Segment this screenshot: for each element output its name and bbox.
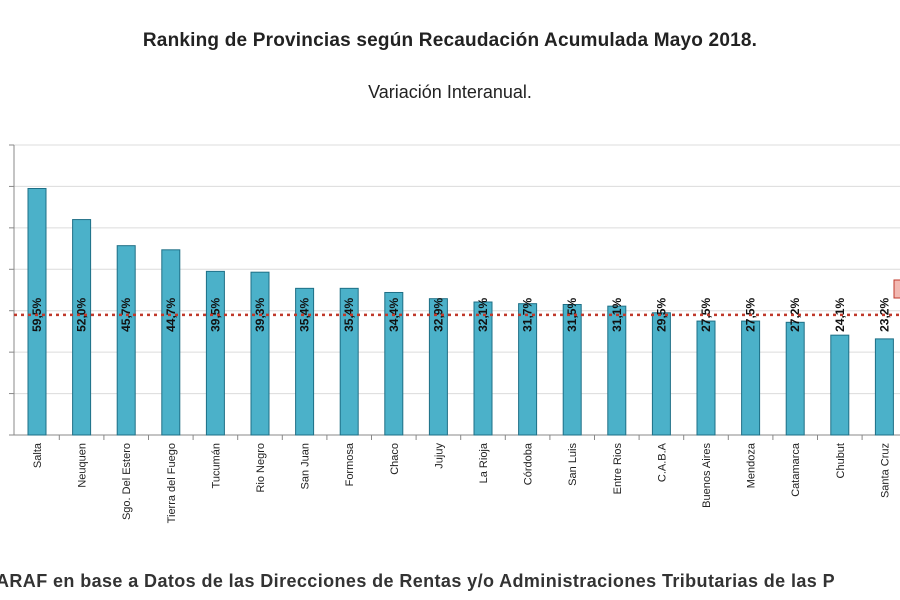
category-label: Salta xyxy=(32,442,44,468)
bar xyxy=(651,312,671,436)
category-label: Jujuy xyxy=(433,443,445,469)
bar xyxy=(741,320,761,436)
category-label: Entre Rios xyxy=(612,443,624,495)
category-label: San Luis xyxy=(567,443,579,486)
bar-value-label: 35,4% xyxy=(298,298,312,332)
category-label: Sgo. Del Estero xyxy=(121,443,133,520)
bar xyxy=(473,301,493,436)
category-label: Chaco xyxy=(389,443,401,475)
bar xyxy=(830,334,850,436)
chart-subtitle: Variación Interanual. xyxy=(368,82,532,102)
category-label: La Rioja xyxy=(478,442,490,483)
category-label: Córdoba xyxy=(523,442,535,485)
bar xyxy=(250,271,270,436)
bar-value-label: 27,5% xyxy=(699,298,713,332)
bar-value-label: 29,5% xyxy=(654,298,668,332)
bar xyxy=(785,321,805,436)
bar xyxy=(428,298,448,436)
source-footnote: ARAF en base a Datos de las Direcciones … xyxy=(0,571,836,591)
category-label: Catamarca xyxy=(790,442,802,497)
bar-value-label: 24,1% xyxy=(833,298,847,332)
category-label: Santa Cruz xyxy=(879,443,891,498)
bar xyxy=(161,249,181,436)
bar-value-label: 27,2% xyxy=(788,298,802,332)
bar-value-label: 31,5% xyxy=(565,298,579,332)
bar xyxy=(607,305,627,436)
bar xyxy=(384,291,404,436)
bar xyxy=(339,287,359,436)
bar xyxy=(27,188,47,436)
bar-value-label: 52,0% xyxy=(75,298,89,332)
category-label: Rio Negro xyxy=(255,443,267,493)
category-label: Chubut xyxy=(835,443,847,478)
bar xyxy=(295,287,315,436)
category-label: San Juan xyxy=(300,443,312,489)
category-label: Tierra del Fuego xyxy=(166,443,178,523)
bar xyxy=(874,338,894,436)
bar xyxy=(72,219,92,436)
bar-value-label: 32,9% xyxy=(431,298,445,332)
category-label: Mendoza xyxy=(746,442,758,488)
category-label: C.A.B.A xyxy=(656,442,668,482)
bar-value-label: 39,5% xyxy=(208,298,222,332)
bar xyxy=(116,245,136,436)
bar xyxy=(205,270,225,436)
category-label: Formosa xyxy=(344,442,356,486)
category-label: Tucumán xyxy=(210,443,222,488)
chart-title: Ranking de Provincias según Recaudación … xyxy=(142,30,758,51)
category-label: Neuquen xyxy=(77,443,89,488)
bar-value-label: 35,4% xyxy=(342,298,356,332)
bar xyxy=(696,320,716,436)
bar xyxy=(562,304,582,436)
category-label: Buenos Aires xyxy=(701,443,713,508)
bar xyxy=(518,303,538,436)
legend-marker xyxy=(893,279,900,299)
